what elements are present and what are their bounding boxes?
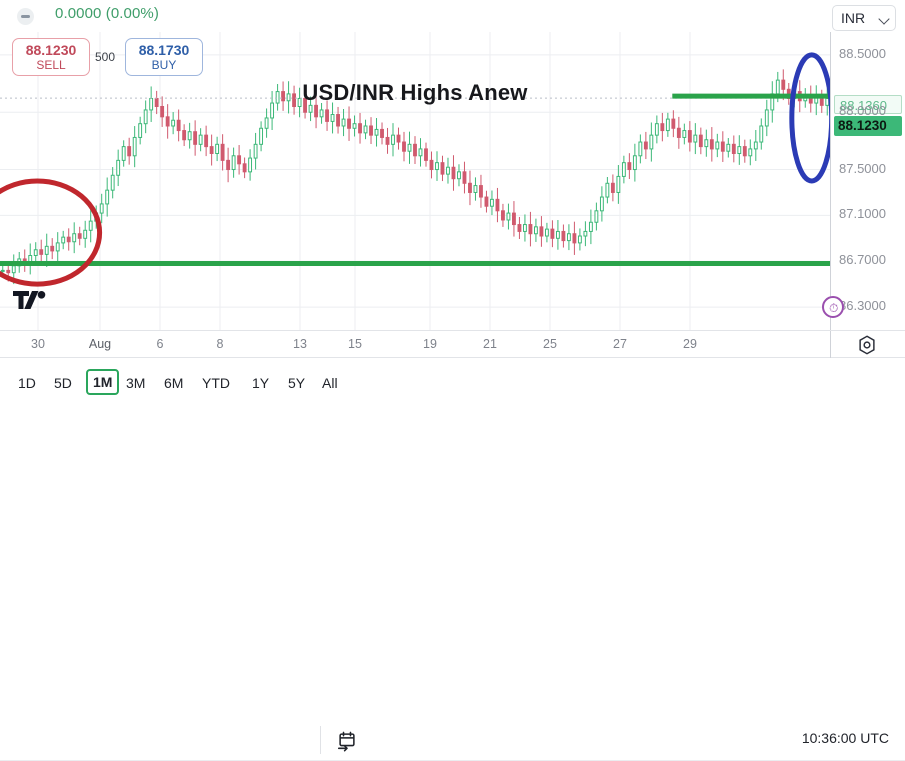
date-tick: 21 xyxy=(483,337,497,351)
price-tick: 88.5000 xyxy=(839,45,886,61)
calendar-forward-icon[interactable] xyxy=(336,730,358,752)
price-axis[interactable]: 88.1360 88.1230 88.5000 88.0000 87.5000 87.… xyxy=(830,32,905,330)
date-tick: 19 xyxy=(423,337,437,351)
symbol-label: INR xyxy=(841,10,866,26)
timeframe-6m[interactable]: 6M xyxy=(164,375,184,391)
price-tick: 87.5000 xyxy=(839,160,886,176)
price-tick: 86.7000 xyxy=(839,252,886,268)
date-tick: 27 xyxy=(613,337,627,351)
sell-price: 88.1230 xyxy=(25,42,77,58)
buy-button[interactable]: 88.1730 BUY xyxy=(125,38,203,76)
chevron-down-icon xyxy=(878,13,890,25)
alert-circle-icon[interactable]: ⏱ xyxy=(822,296,844,318)
timeframe-3m[interactable]: 3M xyxy=(126,375,146,391)
last-price-badge: 88.1230 xyxy=(834,116,902,136)
price-tick: 86.3000 xyxy=(839,298,886,314)
date-tick: 13 xyxy=(293,337,307,351)
last-price-value: 88.1230 xyxy=(838,118,887,133)
date-tick: 25 xyxy=(543,337,557,351)
axis-separator xyxy=(830,331,831,359)
buy-label: BUY xyxy=(151,58,177,72)
settings-target-icon[interactable] xyxy=(856,334,878,356)
timeframe-1y[interactable]: 1Y xyxy=(252,375,270,391)
timeframe-ytd[interactable]: YTD xyxy=(202,375,230,391)
toolbar-divider xyxy=(320,726,321,754)
ask-price-value: 88.1360 xyxy=(840,98,887,113)
price-tick: 88.0000 xyxy=(839,103,886,119)
price-tick: 87.1000 xyxy=(839,206,886,222)
chart-header: 0.0000 (0.00%) INR xyxy=(0,0,905,32)
quantity-value[interactable]: 500 xyxy=(95,50,116,64)
dash-glyph xyxy=(21,15,30,18)
symbol-selector[interactable]: INR xyxy=(832,5,896,31)
timeframe-all[interactable]: All xyxy=(322,375,338,391)
price-change-value: 0.0000 (0.00%) xyxy=(55,5,159,22)
clock-label: 10:36:00 UTC xyxy=(801,730,889,746)
sell-label: SELL xyxy=(36,58,66,72)
dash-badge-icon xyxy=(17,8,34,25)
date-tick: 30 xyxy=(31,337,45,351)
chart-title: USD/INR Highs Anew xyxy=(302,80,528,105)
timeframe-1d[interactable]: 1D xyxy=(18,375,36,391)
timeframe-5y[interactable]: 5Y xyxy=(288,375,306,391)
tradingview-logo xyxy=(13,291,46,309)
date-tick: 8 xyxy=(216,337,224,351)
date-axis[interactable]: 30 Aug 6 8 13 15 19 21 25 27 29 xyxy=(0,330,905,359)
buy-price: 88.1730 xyxy=(138,42,190,58)
alert-glyph: ⏱ xyxy=(829,301,839,315)
timeframe-5d[interactable]: 5D xyxy=(54,375,72,391)
footer-toolbar: 10:36:00 UTC 1D 5D 1M 3M 6M YTD 1Y 5Y All xyxy=(0,358,905,761)
sell-button[interactable]: 88.1230 SELL xyxy=(12,38,90,76)
date-tick: 15 xyxy=(348,337,362,351)
timeframe-1m[interactable]: 1M xyxy=(86,369,120,395)
date-tick: 29 xyxy=(683,337,697,351)
date-tick: Aug xyxy=(88,337,112,351)
ask-price-label: 88.1360 xyxy=(834,95,902,114)
candlestick-svg xyxy=(0,32,830,330)
date-tick: 6 xyxy=(156,337,164,351)
price-chart-plot[interactable] xyxy=(0,32,830,330)
